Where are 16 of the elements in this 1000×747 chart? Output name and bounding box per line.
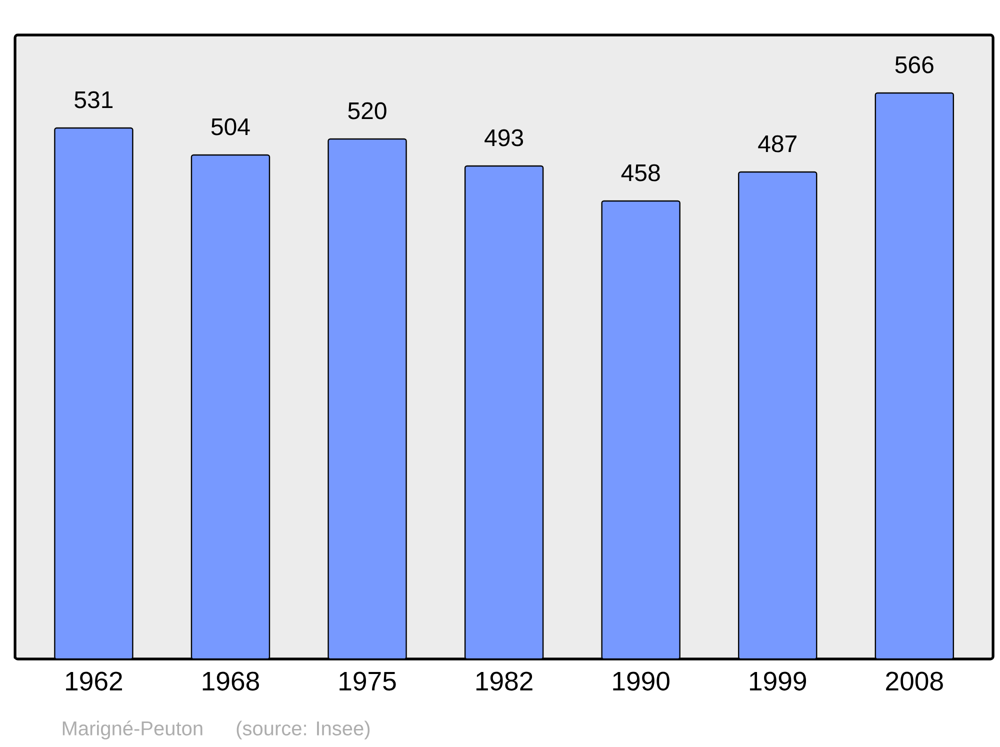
data-label: 458 [621,164,660,182]
x-tick-label: 1999 [750,672,806,691]
data-label: 531 [74,91,113,108]
x-tick-label: 1990 [613,672,670,691]
data-label: 487 [758,135,796,152]
text: Marigné-Peuton [62,720,202,740]
x-tick-label: 1982 [476,672,532,691]
data-label: 566 [895,56,934,74]
x-tick-label: 1975 [340,672,396,691]
x-tick-label: 2008 [886,672,943,691]
data-label: 504 [211,118,250,136]
x-tick-label: 1968 [202,672,259,691]
text: (source: Insee) [236,720,370,740]
data-label: 493 [484,129,524,146]
data-label: 520 [348,102,386,120]
x-tick-label: 1962 [66,672,122,691]
